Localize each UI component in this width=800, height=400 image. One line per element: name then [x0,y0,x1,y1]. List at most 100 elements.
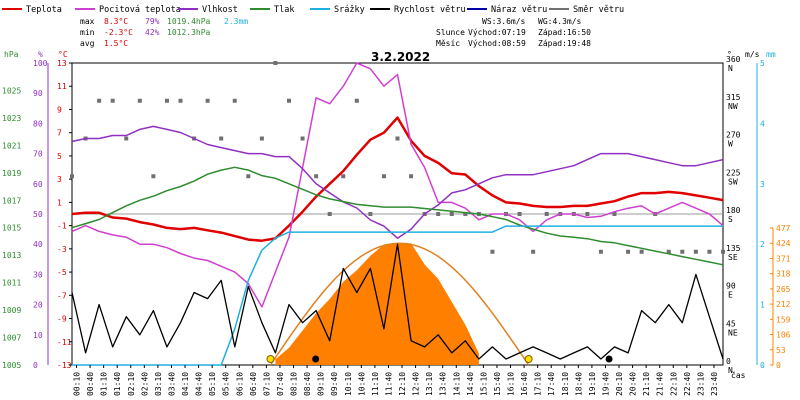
wind-direction-point [178,98,183,103]
x-tick-label: 23:10 [696,372,705,396]
wind-direction-point [463,212,468,216]
sun-label: Slunce [436,28,465,37]
rain-tick-label: 318 [776,270,791,279]
x-tick-label: 13:40 [439,372,448,396]
direction-tick-deg: 0 [726,357,731,366]
pressure-tick-label: 1015 [2,224,21,233]
rain-tick-label: 212 [776,300,791,309]
humidity-tick-label: 60 [33,180,43,189]
wind-direction-point [666,249,671,254]
temperature-tick-label: 5 [57,152,62,161]
wind-tick-label: 5 [760,59,765,68]
direction-tick-name: E [728,291,733,300]
legend-label-4: Srážky [334,5,365,15]
x-tick-label: 08:40 [303,372,312,396]
pressure-tick-label: 1025 [2,86,21,95]
x-tick-label: 22:40 [683,372,692,396]
temperature-tick-label: -13 [57,361,72,370]
x-tick-label: 13:10 [425,372,434,396]
humidity-tick-label: 40 [33,240,43,249]
x-tick-label: 09:10 [317,372,326,396]
sun-rise: Východ:07:19 [468,28,526,37]
humidity-tick-label: 50 [33,210,43,219]
wind-direction-point [259,136,264,141]
wind-direction-point [137,98,142,103]
x-tick-label: 23:40 [710,372,719,396]
rain-tick-label: 53 [776,346,786,355]
x-tick-label: 14:10 [452,372,461,396]
wind-direction-point [585,212,590,216]
x-tick-label: 05:40 [222,372,231,396]
wind-direction-point [693,249,698,254]
wind-tick-label: 3 [760,180,765,189]
direction-tick-deg: 270 [726,131,741,140]
sun-curve-layer [269,242,530,366]
pressure-tick-label: 1017 [2,196,21,205]
wind-direction-point [110,98,115,103]
humidity-tick-label: 100 [33,59,48,68]
x-tick-label: 19:10 [588,372,597,396]
series-line-Srážky [72,225,723,366]
x-tick-label: 14:40 [466,372,475,396]
rain-tick-label: 159 [776,315,791,324]
direction-tick-deg: 45 [726,319,736,328]
sun-set: Západ:16:50 [538,28,591,37]
solar-layer [275,243,479,365]
x-tick-label: 12:10 [398,372,407,396]
legend-label-5: Rychlost větru [394,5,466,15]
rain-tick-label: 371 [776,254,791,263]
direction-tick-name: W [728,140,733,149]
legend-label-6: Náraz větru [491,5,547,15]
stats-min-hum: 42% [145,28,160,37]
pressure-tick-label: 1007 [2,334,21,343]
stats-max-label: max [80,17,95,26]
sun-elevation-curve [269,242,530,366]
moon-set: Západ:19:48 [538,39,591,48]
x-tick-label: 02:40 [140,372,149,396]
wind-direction-point [409,174,414,179]
wind-tick-label: 1 [760,301,765,310]
pressure-tick-label: 1021 [2,141,21,150]
pressure-tick-label: 1009 [2,306,21,315]
x-tick-label: 00:10 [73,372,82,396]
temperature-tick-label: -9 [57,315,67,324]
sunrise-marker [266,355,275,363]
humidity-tick-label: 0 [33,361,38,370]
x-tick-label: 15:40 [493,372,502,396]
x-tick-label: 20:10 [615,372,624,396]
direction-tick-name: SE [728,253,738,262]
x-tick-label: 11:10 [371,372,380,396]
rain-tick-label: 0 [776,361,781,370]
stats-min-label: min [80,28,95,37]
x-tick-label: 08:10 [290,372,299,396]
temperature-tick-label: -3 [57,245,67,254]
wind-direction-point [70,174,74,179]
humidity-tick-label: 80 [33,119,43,128]
x-tick-label: 03:40 [167,372,176,396]
x-tick-label: 05:10 [208,372,217,396]
wind-direction-point [612,212,617,216]
wind-direction-point [151,174,156,179]
temperature-tick-label: 7 [57,129,62,138]
axes-layer: 1005100710091011101310151017101910211023… [2,55,791,375]
wind-direction-point [707,249,712,254]
x-tick-label: 17:40 [547,372,556,396]
wind-direction-point [314,174,319,179]
legend-label-1: Pocitová teplota [99,5,181,15]
x-tick-label: 21:10 [642,372,651,396]
x-tick-label: 09:40 [330,372,339,396]
sun-moon-info: WS:3.6m/s WG:4.3m/s Slunce Východ:07:19 … [436,17,591,48]
wind-direction-point [287,98,291,103]
temperature-tick-label: -7 [57,291,67,300]
wind-tick-label: 4 [760,119,765,128]
x-tick-label: 12:40 [412,372,421,396]
legend-label-3: Tlak [274,5,294,15]
wind-direction-point [354,98,359,103]
humidity-tick-label: 90 [33,89,43,98]
stats-max-temp: 8.3°C [104,17,128,26]
moon-rise: Východ:08:59 [468,39,526,48]
wind-direction-point [341,174,346,179]
pressure-tick-label: 1023 [2,114,21,123]
x-tick-label: 19:40 [601,372,610,396]
direction-tick-deg: 90 [726,282,736,291]
